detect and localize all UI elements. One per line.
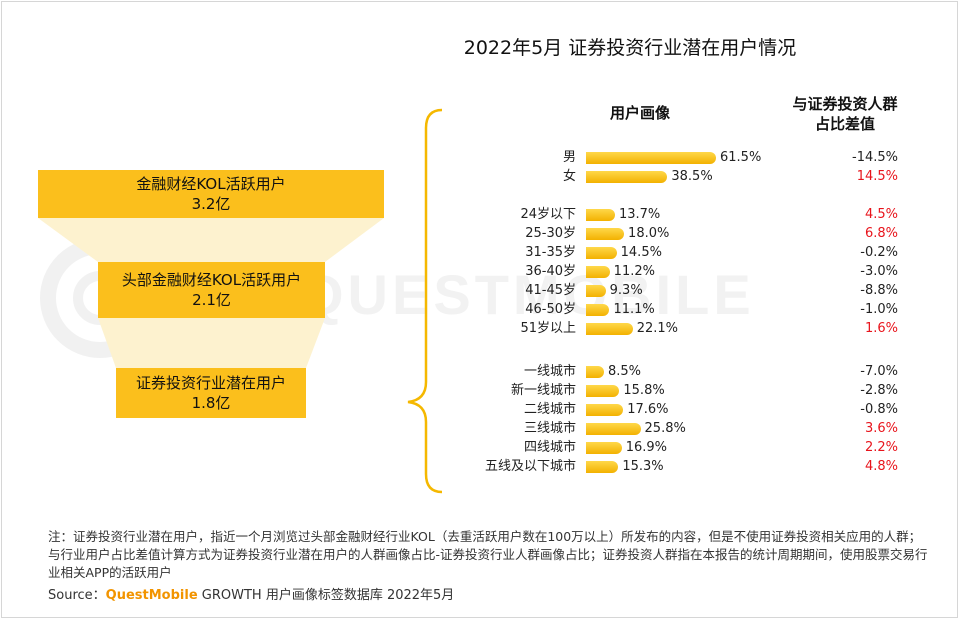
category-label: 一线城市 [523,364,576,379]
category-label: 二线城市 [523,402,576,417]
diff-header: 与证券投资人群 占比差值 [770,94,920,134]
category-label: 五线及以下城市 [484,459,576,474]
category-label: 31-35岁 [525,245,576,260]
value-label: 15.3% [622,459,664,474]
funnel-label-3: 证券投资行业潜在用户 1.8亿 [116,373,306,413]
diff-value: -1.0% [860,302,898,317]
chart-title: 2022年5月 证券投资行业潜在用户情况 [463,37,797,59]
diff-value: 2.2% [864,440,898,455]
value-label: 11.2% [613,264,655,279]
funnel-bar-3 [116,368,306,418]
value-label: 16.9% [625,440,668,455]
bar [586,385,620,397]
brace-icon [407,108,443,494]
category-label: 三线城市 [523,421,576,436]
diff-value: 3.6% [864,421,898,436]
bar [586,285,606,297]
bar [586,247,617,259]
bar [586,171,668,183]
diff-header-line1: 与证券投资人群 [792,95,898,113]
diff-header-line2: 占比差值 [814,115,875,133]
source-prefix: Source： [48,588,106,603]
diff-value: -14.5% [852,150,898,165]
category-label: 46-50岁 [525,302,576,317]
bar [586,152,716,164]
profile-header: 用户画像 [609,104,670,122]
category-label: 24岁以下 [520,207,576,222]
diff-value: -3.0% [860,264,898,279]
category-label: 51岁以上 [520,321,576,336]
funnel-value-1: 3.2亿 [191,195,231,213]
funnel-label-2: 头部金融财经KOL活跃用户 2.1亿 [98,270,325,310]
funnel-connector-2 [98,318,325,368]
category-label: 女 [562,169,576,184]
category-label: 男 [562,150,576,165]
bar [586,461,619,473]
funnel-name-1: 金融财经KOL活跃用户 [136,175,286,193]
category-label: 41-45岁 [525,283,576,298]
funnel-label-1: 金融财经KOL活跃用户 3.2亿 [38,174,384,214]
value-label: 22.1% [636,321,679,336]
value-label: 11.1% [613,302,655,317]
bar [586,323,633,335]
funnel-bar-1 [38,170,384,218]
funnel-connector-1 [38,218,384,262]
category-label: 36-40岁 [525,264,576,279]
value-label: 15.8% [623,383,665,398]
value-label: 9.3% [609,283,643,298]
value-label: 17.6% [627,402,669,417]
funnel-value-2: 2.1亿 [192,291,231,309]
category-label: 新一线城市 [510,383,576,398]
value-label: 18.0% [628,226,670,241]
value-label: 13.7% [618,207,661,222]
diff-value: -8.8% [860,283,898,298]
value-label: 38.5% [671,169,713,184]
funnel-bar-2 [98,262,325,318]
diff-value: -7.0% [860,364,898,379]
diff-value: -0.2% [860,245,898,260]
source-brand: QuestMobile [105,588,198,603]
funnel-value-3: 1.8亿 [191,394,231,412]
diff-value: 4.8% [864,459,898,474]
diff-value: 4.5% [864,207,898,222]
value-label: 61.5% [720,150,762,165]
bar [586,442,622,454]
value-label: 25.8% [644,421,686,436]
bar [586,304,610,316]
source-line: Source：QuestMobile GROWTH 用户画像标签数据库 2022… [48,584,454,603]
bar [586,423,641,435]
bar [586,266,610,278]
bar [586,228,625,240]
diff-value: 6.8% [864,226,898,241]
value-label: 8.5% [607,364,641,379]
footnote: 注：证券投资行业潜在用户，指近一个月浏览过头部金融财经行业KOL（去重活跃用户数… [48,529,928,580]
bar [586,366,604,378]
bar [586,404,624,416]
diff-value: 14.5% [856,169,898,184]
category-label: 25-30岁 [525,226,576,241]
bar [586,209,615,221]
category-label: 四线城市 [523,440,576,455]
diff-value: -0.8% [860,402,898,417]
value-label: 14.5% [620,245,662,260]
funnel-name-2: 头部金融财经KOL活跃用户 [121,271,302,289]
diff-value: 1.6% [864,321,898,336]
watermark-text: QUESTMOBILE [300,263,755,326]
source-text: GROWTH 用户画像标签数据库 2022年5月 [197,588,455,603]
funnel-name-3: 证券投资行业潜在用户 [135,374,286,392]
diff-value: -2.8% [860,383,898,398]
